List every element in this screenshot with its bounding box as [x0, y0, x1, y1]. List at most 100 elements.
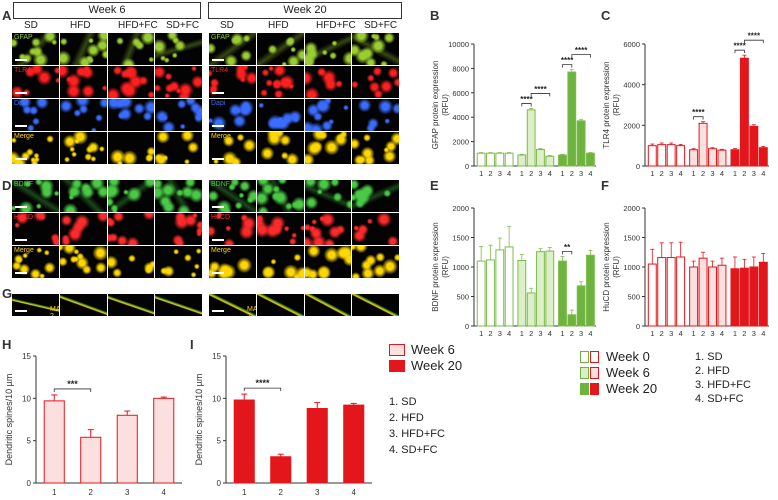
- legend-group-3: 3. HFD+FC: [389, 428, 445, 440]
- x-tick-label: 4: [588, 329, 592, 338]
- bar: [758, 261, 768, 327]
- swatch-week20-green: [580, 383, 589, 395]
- y-tick-label: 2000: [452, 138, 469, 147]
- significance-bracket: [530, 93, 551, 97]
- x-tick-label: 1: [520, 329, 524, 338]
- significance-label: ****: [692, 108, 705, 117]
- bar: [486, 259, 495, 327]
- col-header-week20-1: SD: [220, 20, 234, 31]
- significance-bracket: [734, 49, 745, 54]
- legend-main: Week 0 Week 6 Week 20 1. SD 2. HFD 3. HF…: [580, 348, 778, 498]
- y-axis-label-line: (RFU): [612, 94, 621, 116]
- significance-label: ****: [561, 56, 574, 65]
- y-axis-label: TLR4 protein expression(RFU): [602, 61, 621, 148]
- y-axis-label: HuCD protein expression(RFU): [602, 222, 621, 311]
- micrograph-cell: [304, 294, 352, 316]
- col-header-week6-3: HFD+FC: [118, 20, 158, 31]
- micrograph-cell: [107, 213, 155, 245]
- bar: [43, 400, 65, 484]
- y-tick-label: 1000: [623, 263, 640, 272]
- micrograph-cell: [59, 213, 107, 245]
- week20-title: Week 20: [208, 2, 402, 19]
- bar: [495, 152, 505, 167]
- bar: [689, 149, 699, 167]
- micrograph-cell: Merge: [12, 246, 59, 278]
- y-axis-label-line: TLR4 protein expression: [602, 61, 611, 148]
- significance-bracket: [562, 64, 573, 68]
- bar: [657, 257, 667, 327]
- micrograph-row-label: BDNF: [14, 181, 34, 188]
- legend-group-1: 1. SD: [389, 396, 417, 408]
- bar: [504, 152, 514, 167]
- col-header-week20-4: SD+FC: [364, 20, 398, 31]
- micrograph-cell: Merge: [12, 132, 59, 164]
- swatch-week6-green: [580, 367, 589, 379]
- micrograph-row-label: HuCD: [211, 214, 231, 221]
- micrograph-cell: [59, 99, 107, 131]
- bar: [567, 71, 577, 167]
- significance-label: ***: [67, 379, 78, 389]
- micrograph-cell: [352, 246, 399, 278]
- micrograph-row-label: MAP-2: [50, 306, 59, 316]
- y-axis-label-line: (RFU): [441, 256, 450, 278]
- y-tick-label: 0: [465, 322, 469, 331]
- scale-bar: [15, 239, 27, 241]
- x-tick-label: 2: [570, 169, 574, 178]
- y-axis-label-line: (RFU): [612, 256, 621, 278]
- micrograph-cell: [304, 180, 352, 212]
- micrograph-cell: [352, 99, 399, 131]
- micrograph-cell: [107, 33, 155, 65]
- micrograph-grid-week20: GFAP TLR4 Dapi Merge BDNF HuCD Merge MAP-2: [209, 33, 399, 327]
- chart-gfap: 0 2000 4000 6000 8000 10000 GFAP protein expre…: [431, 40, 596, 178]
- micrograph-cell: Merge: [209, 246, 256, 278]
- x-tick-label: 3: [710, 169, 714, 178]
- bar: [558, 154, 567, 167]
- bar: [270, 456, 292, 484]
- y-tick-label: 5: [27, 437, 32, 446]
- x-tick-label: 3: [669, 169, 673, 178]
- bar: [558, 260, 567, 327]
- micrograph-cell: [107, 99, 155, 131]
- scale-bar: [15, 310, 27, 312]
- bar: [698, 122, 708, 167]
- bar: [306, 407, 328, 484]
- x-tick-label: 1: [733, 169, 737, 178]
- micrograph-cell: [59, 33, 107, 65]
- panel-label-a: A: [2, 8, 12, 23]
- x-tick-label: 2: [742, 329, 746, 338]
- x-tick-label: 2: [529, 169, 533, 178]
- chart-spines-week20: 0 5 10 15 Dendritic spines/10 µm 1 2 3 4 ****: [194, 352, 372, 497]
- col-header-week20-3: HFD+FC: [316, 20, 356, 31]
- bar: [80, 436, 102, 484]
- bar: [233, 399, 255, 484]
- scale-bar: [212, 239, 224, 241]
- col-header-week6-1: SD: [24, 20, 38, 31]
- x-tick-label: 2: [488, 169, 492, 178]
- micrograph-grid-week6: GFAP TLR4 Dapi Merge BDNF HuCD Merge MAP-2: [12, 33, 202, 327]
- micrograph-cell: [304, 99, 352, 131]
- x-tick-label: 1: [242, 488, 247, 497]
- significance-bracket: [571, 54, 591, 58]
- micrograph-cell: [352, 294, 399, 316]
- x-tick-label: 4: [761, 169, 765, 178]
- micrograph-cell: [59, 180, 107, 212]
- bar: [476, 152, 486, 167]
- swatch-week0-green: [580, 351, 589, 363]
- bar: [517, 260, 527, 327]
- y-axis-label-line: GFAP protein expression: [431, 61, 440, 150]
- micrograph-cell: [155, 132, 202, 164]
- chart-spines-week6: 0 5 10 15 Dendritic spines/10 µm 1 2 3 4 ***: [4, 352, 182, 497]
- swatch-week20: [389, 360, 405, 372]
- bar: [758, 147, 768, 167]
- x-tick-label: 4: [507, 329, 511, 338]
- bar: [545, 250, 555, 327]
- x-tick-label: 4: [162, 488, 167, 497]
- micrograph-cell: [155, 66, 202, 98]
- legend-main-group-2: 2. HFD: [695, 365, 730, 377]
- micrograph-cell: [59, 132, 107, 164]
- week6-title: Week 6: [13, 2, 201, 19]
- bar: [657, 144, 667, 167]
- significance-label: ****: [255, 378, 270, 388]
- micrograph-cell: [107, 66, 155, 98]
